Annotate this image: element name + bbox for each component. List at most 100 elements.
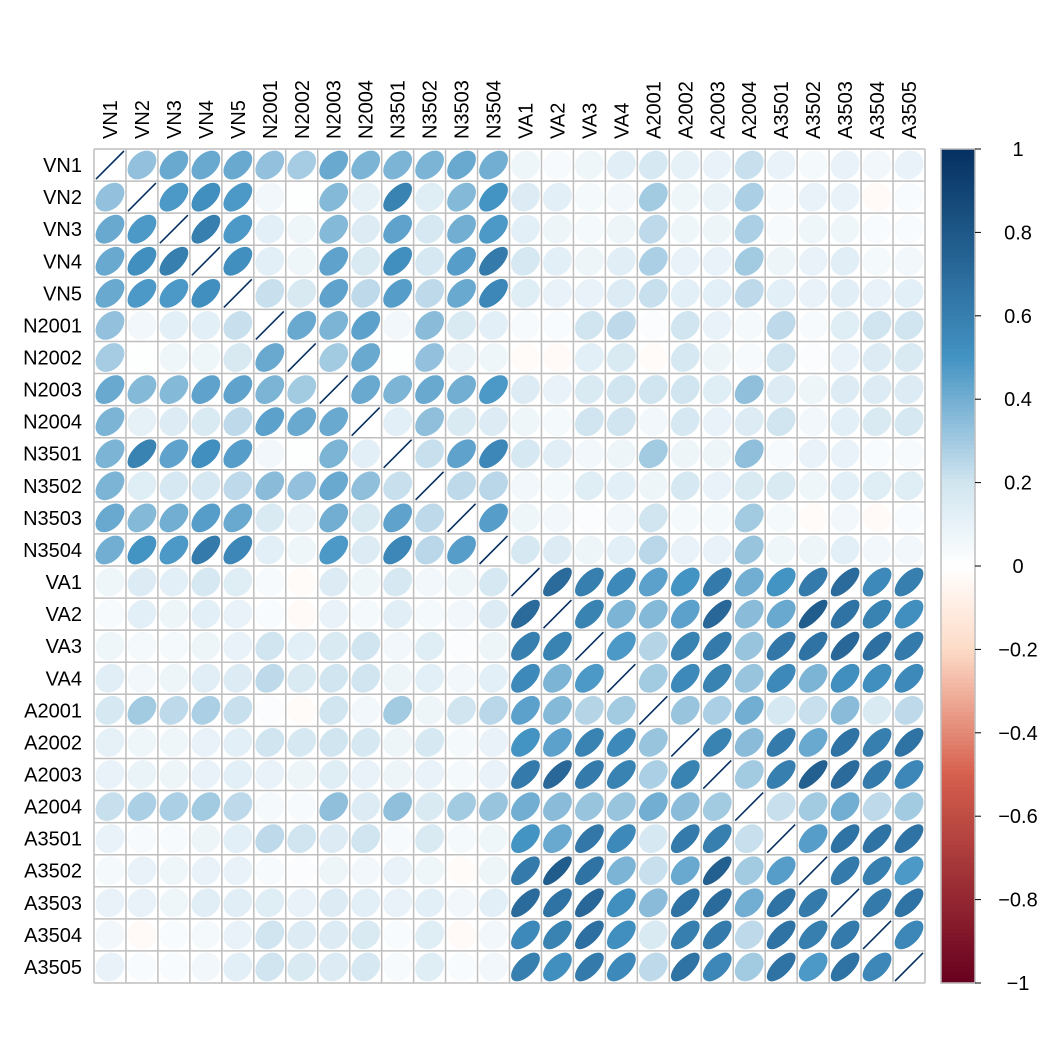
cell-VN1-N3504: [479, 150, 508, 180]
cell-A2004-A3505: [894, 792, 924, 821]
cell-VN1-A3505: [894, 150, 924, 180]
cell-VA4-VN3: [159, 663, 189, 693]
cell-A2004-VN4: [191, 792, 221, 821]
cell-VA1-N2001: [255, 567, 285, 597]
cell-VA1-N3501: [383, 567, 413, 597]
cell-VA4-VA2: [543, 663, 572, 693]
cell-N3502-VN3: [159, 471, 189, 501]
row-label-A3502: A3502: [24, 861, 82, 883]
cell-N3501-A3505: [894, 439, 924, 469]
cell-A3502-N2003: [319, 856, 349, 886]
cell-A3504-A3505: [894, 920, 924, 950]
cell-N2001-VA1: [511, 311, 540, 340]
cell-VA3-A2003: [702, 631, 732, 661]
cell-A3502-A2003: [702, 856, 732, 886]
cell-N2001-A2001: [638, 311, 668, 340]
cell-VA3-VN4: [191, 631, 221, 661]
cell-VN4-N3503: [447, 246, 476, 276]
cell-N3501-VA3: [575, 439, 604, 469]
cell-A3502-N3501: [383, 856, 413, 886]
cell-VN1-VA4: [606, 150, 636, 180]
cell-N2004-N3504: [479, 407, 508, 437]
row-label-N3502: N3502: [23, 476, 82, 498]
cell-N2001-A3501: [766, 311, 796, 340]
cell-VN4-A3505: [894, 246, 924, 276]
cell-VA2-A2002: [670, 599, 700, 629]
cell-N3501-N2003: [319, 439, 349, 469]
cell-A3501-VN3: [159, 824, 189, 854]
cell-VN2-N3501: [383, 182, 413, 212]
cell-N3504-N3502: [415, 535, 444, 565]
cell-VN2-A3502: [798, 182, 828, 212]
cell-A2002-VN4: [191, 728, 221, 757]
cell-A3502-A2001: [638, 856, 668, 886]
row-label-N2002: N2002: [23, 348, 82, 370]
cell-VN2-A3503: [830, 182, 860, 212]
cell-VN1-N2003: [319, 150, 349, 180]
cell-VA1-N3502: [415, 567, 444, 597]
cell-VA3-N3503: [447, 631, 476, 661]
cell-A2003-A3503: [830, 760, 860, 789]
cell-VN4-N2001: [255, 246, 285, 276]
cell-N3504-A2002: [670, 535, 700, 565]
cell-A3504-VN2: [127, 920, 157, 950]
cell-N2002-N3502: [415, 343, 444, 372]
cell-VA1-A2001: [638, 567, 668, 597]
cell-A3504-VA3: [575, 920, 604, 950]
cell-VA2-A2004: [734, 599, 764, 629]
cell-VN4-VN2: [127, 246, 157, 276]
cell-N3504-A3501: [766, 535, 796, 565]
cell-N2003-VA4: [606, 375, 636, 404]
cell-N2002-A3501: [766, 343, 796, 372]
cell-VN4-A3503: [830, 246, 860, 276]
cell-N2003-VN3: [159, 375, 189, 404]
colorbar-tick-label: 0: [1012, 556, 1023, 578]
cell-VA4-A3502: [798, 663, 828, 693]
cell-VN3-A3505: [894, 214, 924, 244]
cell-VN1-N3502: [415, 150, 444, 180]
cell-A2001-A3505: [894, 695, 924, 725]
cell-VN4-N3504: [479, 246, 508, 276]
cell-A3502-N3502: [415, 856, 444, 886]
cell-VA4-N3501: [383, 663, 413, 693]
cell-N2004-A2004: [734, 407, 764, 437]
cell-N2001-A3504: [862, 311, 892, 340]
cell-VN5-N3501: [383, 278, 413, 308]
cell-A3503-A3502: [798, 888, 828, 918]
cell-A2003-A2002: [670, 760, 700, 789]
row-labels: VN1 VN2 VN3 VN4 VN5 N2001 N2002 N2003 N2004 N3501…: [23, 155, 82, 979]
cell-N3502-A2002: [670, 471, 700, 501]
cell-N2003-A3503: [830, 375, 860, 404]
row-label-N3504: N3504: [23, 540, 82, 562]
cell-N2003-VN4: [191, 375, 221, 404]
cell-N2001-A2002: [670, 311, 700, 340]
cell-N2002-A2002: [670, 343, 700, 372]
cell-A3502-VN2: [127, 856, 157, 886]
cell-VA1-VA2: [543, 567, 572, 597]
cell-N2003-N3501: [383, 375, 413, 404]
column-label-VN5: VN5: [228, 100, 250, 139]
cell-VN1-VN2: [127, 150, 157, 180]
cell-N2003-A2001: [638, 375, 668, 404]
cell-N3502-N3501: [383, 471, 413, 501]
row-label-VN1: VN1: [43, 155, 82, 177]
cell-VN4-VN3: [159, 246, 189, 276]
cell-A2002-A2001: [638, 728, 668, 757]
cell-N2001-N3501: [383, 311, 413, 340]
cell-A3505-N2001: [255, 952, 285, 982]
cell-A3501-VA3: [575, 824, 604, 854]
cell-A3505-A3503: [830, 952, 860, 982]
cell-VN5-N2001: [255, 278, 285, 308]
cell-VN1-N3501: [383, 150, 413, 180]
cell-VN3-VN1: [95, 214, 125, 244]
cell-VA3-A3502: [798, 631, 828, 661]
column-label-A2002: A2002: [675, 81, 697, 139]
cell-A3501-N2002: [287, 824, 317, 854]
cell-VA3-N2001: [255, 631, 285, 661]
cell-A3502-VN5: [223, 856, 253, 886]
cell-A2002-VA1: [511, 728, 540, 757]
cell-A3503-VA2: [543, 888, 572, 918]
cell-A3505-VN3: [159, 952, 189, 982]
cell-A3504-A2004: [734, 920, 764, 950]
cell-N3503-A3502: [798, 503, 828, 533]
